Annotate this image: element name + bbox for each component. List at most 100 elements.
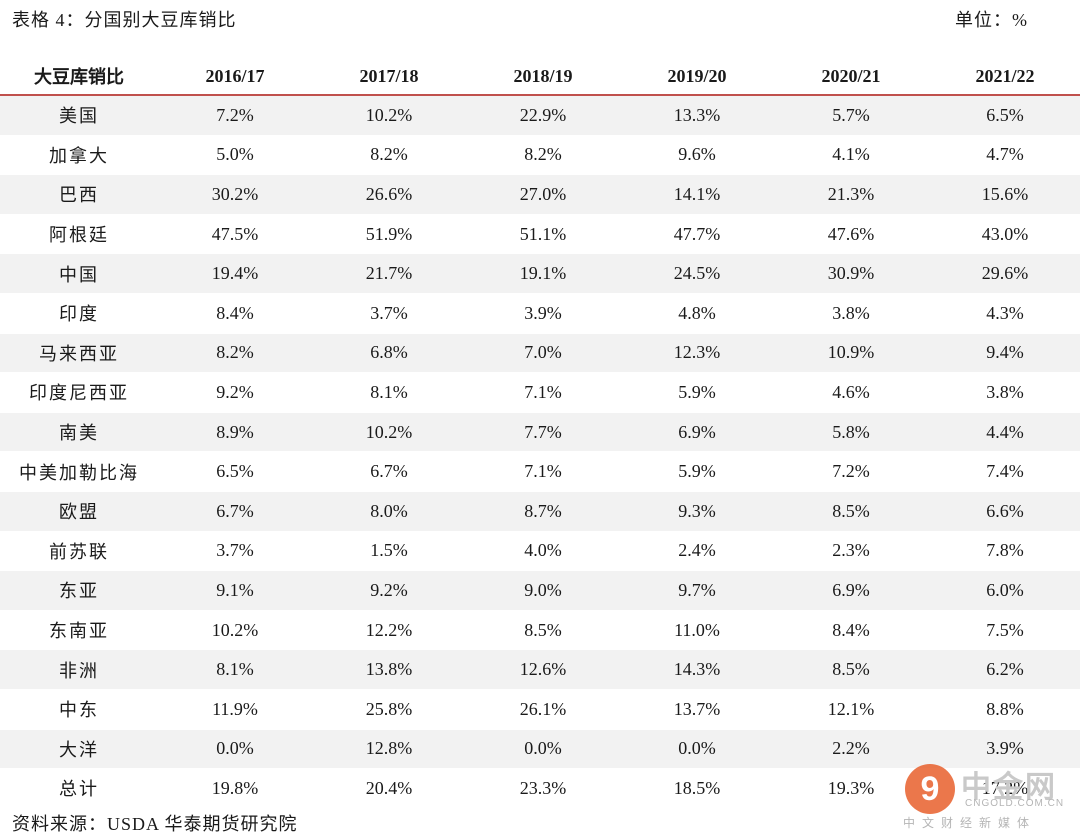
table-cell: 8.1%	[158, 649, 312, 690]
table-cell: 5.0%	[158, 135, 312, 176]
table-cell: 24.5%	[620, 253, 774, 294]
table-row: 巴西 30.2% 26.6% 27.0% 14.1% 21.3% 15.6%	[0, 174, 1080, 215]
header-year: 2017/18	[312, 58, 466, 96]
table-cell: 29.6%	[928, 253, 1080, 294]
table-row: 印度尼西亚 9.2% 8.1% 7.1% 5.9% 4.6% 3.8%	[0, 372, 1080, 413]
table-row: 非洲 8.1% 13.8% 12.6% 14.3% 8.5% 6.2%	[0, 649, 1080, 690]
header-year: 2018/19	[466, 58, 620, 96]
row-label: 南美	[0, 412, 158, 453]
row-label: 东亚	[0, 570, 158, 611]
table-row: 中东 11.9% 25.8% 26.1% 13.7% 12.1% 8.8%	[0, 689, 1080, 730]
table-row: 阿根廷 47.5% 51.9% 51.1% 47.7% 47.6% 43.0%	[0, 214, 1080, 255]
table-cell: 18.5%	[620, 768, 774, 809]
table-cell: 4.1%	[774, 135, 928, 176]
table-cell: 8.2%	[466, 135, 620, 176]
table-cell: 6.6%	[928, 491, 1080, 532]
table-cell: 8.1%	[312, 372, 466, 413]
table-cell: 0.0%	[466, 729, 620, 770]
table-cell: 4.7%	[928, 135, 1080, 176]
table-cell: 10.2%	[158, 610, 312, 651]
table-cell: 6.0%	[928, 570, 1080, 611]
header-year: 2020/21	[774, 58, 928, 96]
table-cell: 9.6%	[620, 135, 774, 176]
table-cell: 9.2%	[158, 372, 312, 413]
table-row: 总计 19.8% 20.4% 23.3% 18.5% 19.3% 17.2%	[0, 768, 1080, 809]
table-cell: 51.1%	[466, 214, 620, 255]
table-cell: 6.8%	[312, 333, 466, 374]
row-label: 大洋	[0, 729, 158, 770]
table-cell: 14.1%	[620, 174, 774, 215]
table-cell: 26.6%	[312, 174, 466, 215]
row-label: 马来西亚	[0, 333, 158, 374]
watermark-logo-icon: 9	[905, 764, 955, 814]
table-cell: 19.3%	[774, 768, 928, 809]
row-label: 中东	[0, 689, 158, 730]
table-row: 中国 19.4% 21.7% 19.1% 24.5% 30.9% 29.6%	[0, 253, 1080, 294]
table-cell: 4.8%	[620, 293, 774, 334]
table-cell: 3.9%	[928, 729, 1080, 770]
table-cell: 26.1%	[466, 689, 620, 730]
table-cell: 23.3%	[466, 768, 620, 809]
table-cell: 12.6%	[466, 649, 620, 690]
table-cell: 10.2%	[312, 412, 466, 453]
row-label: 东南亚	[0, 610, 158, 651]
header-year: 2016/17	[158, 58, 312, 96]
table-row: 东亚 9.1% 9.2% 9.0% 9.7% 6.9% 6.0%	[0, 570, 1080, 611]
table-cell: 27.0%	[466, 174, 620, 215]
table-cell: 1.5%	[312, 531, 466, 572]
table-cell: 20.4%	[312, 768, 466, 809]
row-label: 中美加勒比海	[0, 451, 158, 492]
table-cell: 5.7%	[774, 95, 928, 136]
table-cell: 13.8%	[312, 649, 466, 690]
soybean-stock-ratio-table: 大豆库销比 2016/17 2017/18 2018/19 2019/20 2020/21…	[0, 58, 1080, 809]
table-row: 东南亚 10.2% 12.2% 8.5% 11.0% 8.4% 7.5%	[0, 610, 1080, 651]
table-cell: 21.7%	[312, 253, 466, 294]
header-row: 大豆库销比 2016/17 2017/18 2018/19 2019/20 2020/21…	[0, 58, 1080, 96]
row-label: 阿根廷	[0, 214, 158, 255]
table-cell: 4.4%	[928, 412, 1080, 453]
table-cell: 15.6%	[928, 174, 1080, 215]
table-cell: 8.8%	[928, 689, 1080, 730]
table-cell: 7.5%	[928, 610, 1080, 651]
table-cell: 5.9%	[620, 372, 774, 413]
table-row: 美国 7.2% 10.2% 22.9% 13.3% 5.7% 6.5%	[0, 95, 1080, 136]
table-cell: 2.2%	[774, 729, 928, 770]
unit-label: 单位：%	[955, 10, 1028, 30]
table-row: 前苏联 3.7% 1.5% 4.0% 2.4% 2.3% 7.8%	[0, 531, 1080, 572]
table-row: 南美 8.9% 10.2% 7.7% 6.9% 5.8% 4.4%	[0, 412, 1080, 453]
header-row-label: 大豆库销比	[0, 58, 158, 96]
table-row: 加拿大 5.0% 8.2% 8.2% 9.6% 4.1% 4.7%	[0, 135, 1080, 176]
table-caption: 表格 4：分国别大豆库销比	[12, 10, 237, 30]
table-cell: 4.3%	[928, 293, 1080, 334]
table-cell: 51.9%	[312, 214, 466, 255]
row-label: 印度	[0, 293, 158, 334]
row-label: 加拿大	[0, 135, 158, 176]
table-cell: 7.0%	[466, 333, 620, 374]
table-cell: 14.3%	[620, 649, 774, 690]
table-cell: 47.5%	[158, 214, 312, 255]
table-cell: 8.5%	[774, 649, 928, 690]
table-cell: 25.8%	[312, 689, 466, 730]
table-cell: 8.2%	[312, 135, 466, 176]
table-cell: 30.2%	[158, 174, 312, 215]
table-cell: 12.8%	[312, 729, 466, 770]
table-cell: 9.3%	[620, 491, 774, 532]
table-cell: 30.9%	[774, 253, 928, 294]
table-cell: 19.1%	[466, 253, 620, 294]
table-cell: 5.9%	[620, 451, 774, 492]
table-cell: 7.1%	[466, 372, 620, 413]
table-cell: 4.0%	[466, 531, 620, 572]
table-cell: 6.2%	[928, 649, 1080, 690]
table-cell: 7.7%	[466, 412, 620, 453]
table-cell: 0.0%	[158, 729, 312, 770]
table-cell: 13.7%	[620, 689, 774, 730]
row-label: 前苏联	[0, 531, 158, 572]
table-row: 印度 8.4% 3.7% 3.9% 4.8% 3.8% 4.3%	[0, 293, 1080, 334]
table-cell: 10.9%	[774, 333, 928, 374]
watermark: 9 中金网 CNGOLD.COM.CN 中文财经新媒体	[903, 762, 1070, 832]
table-cell: 8.7%	[466, 491, 620, 532]
watermark-subtitle: 中文财经新媒体	[903, 816, 1037, 830]
table-cell: 9.2%	[312, 570, 466, 611]
table-cell: 5.8%	[774, 412, 928, 453]
table-cell: 8.9%	[158, 412, 312, 453]
